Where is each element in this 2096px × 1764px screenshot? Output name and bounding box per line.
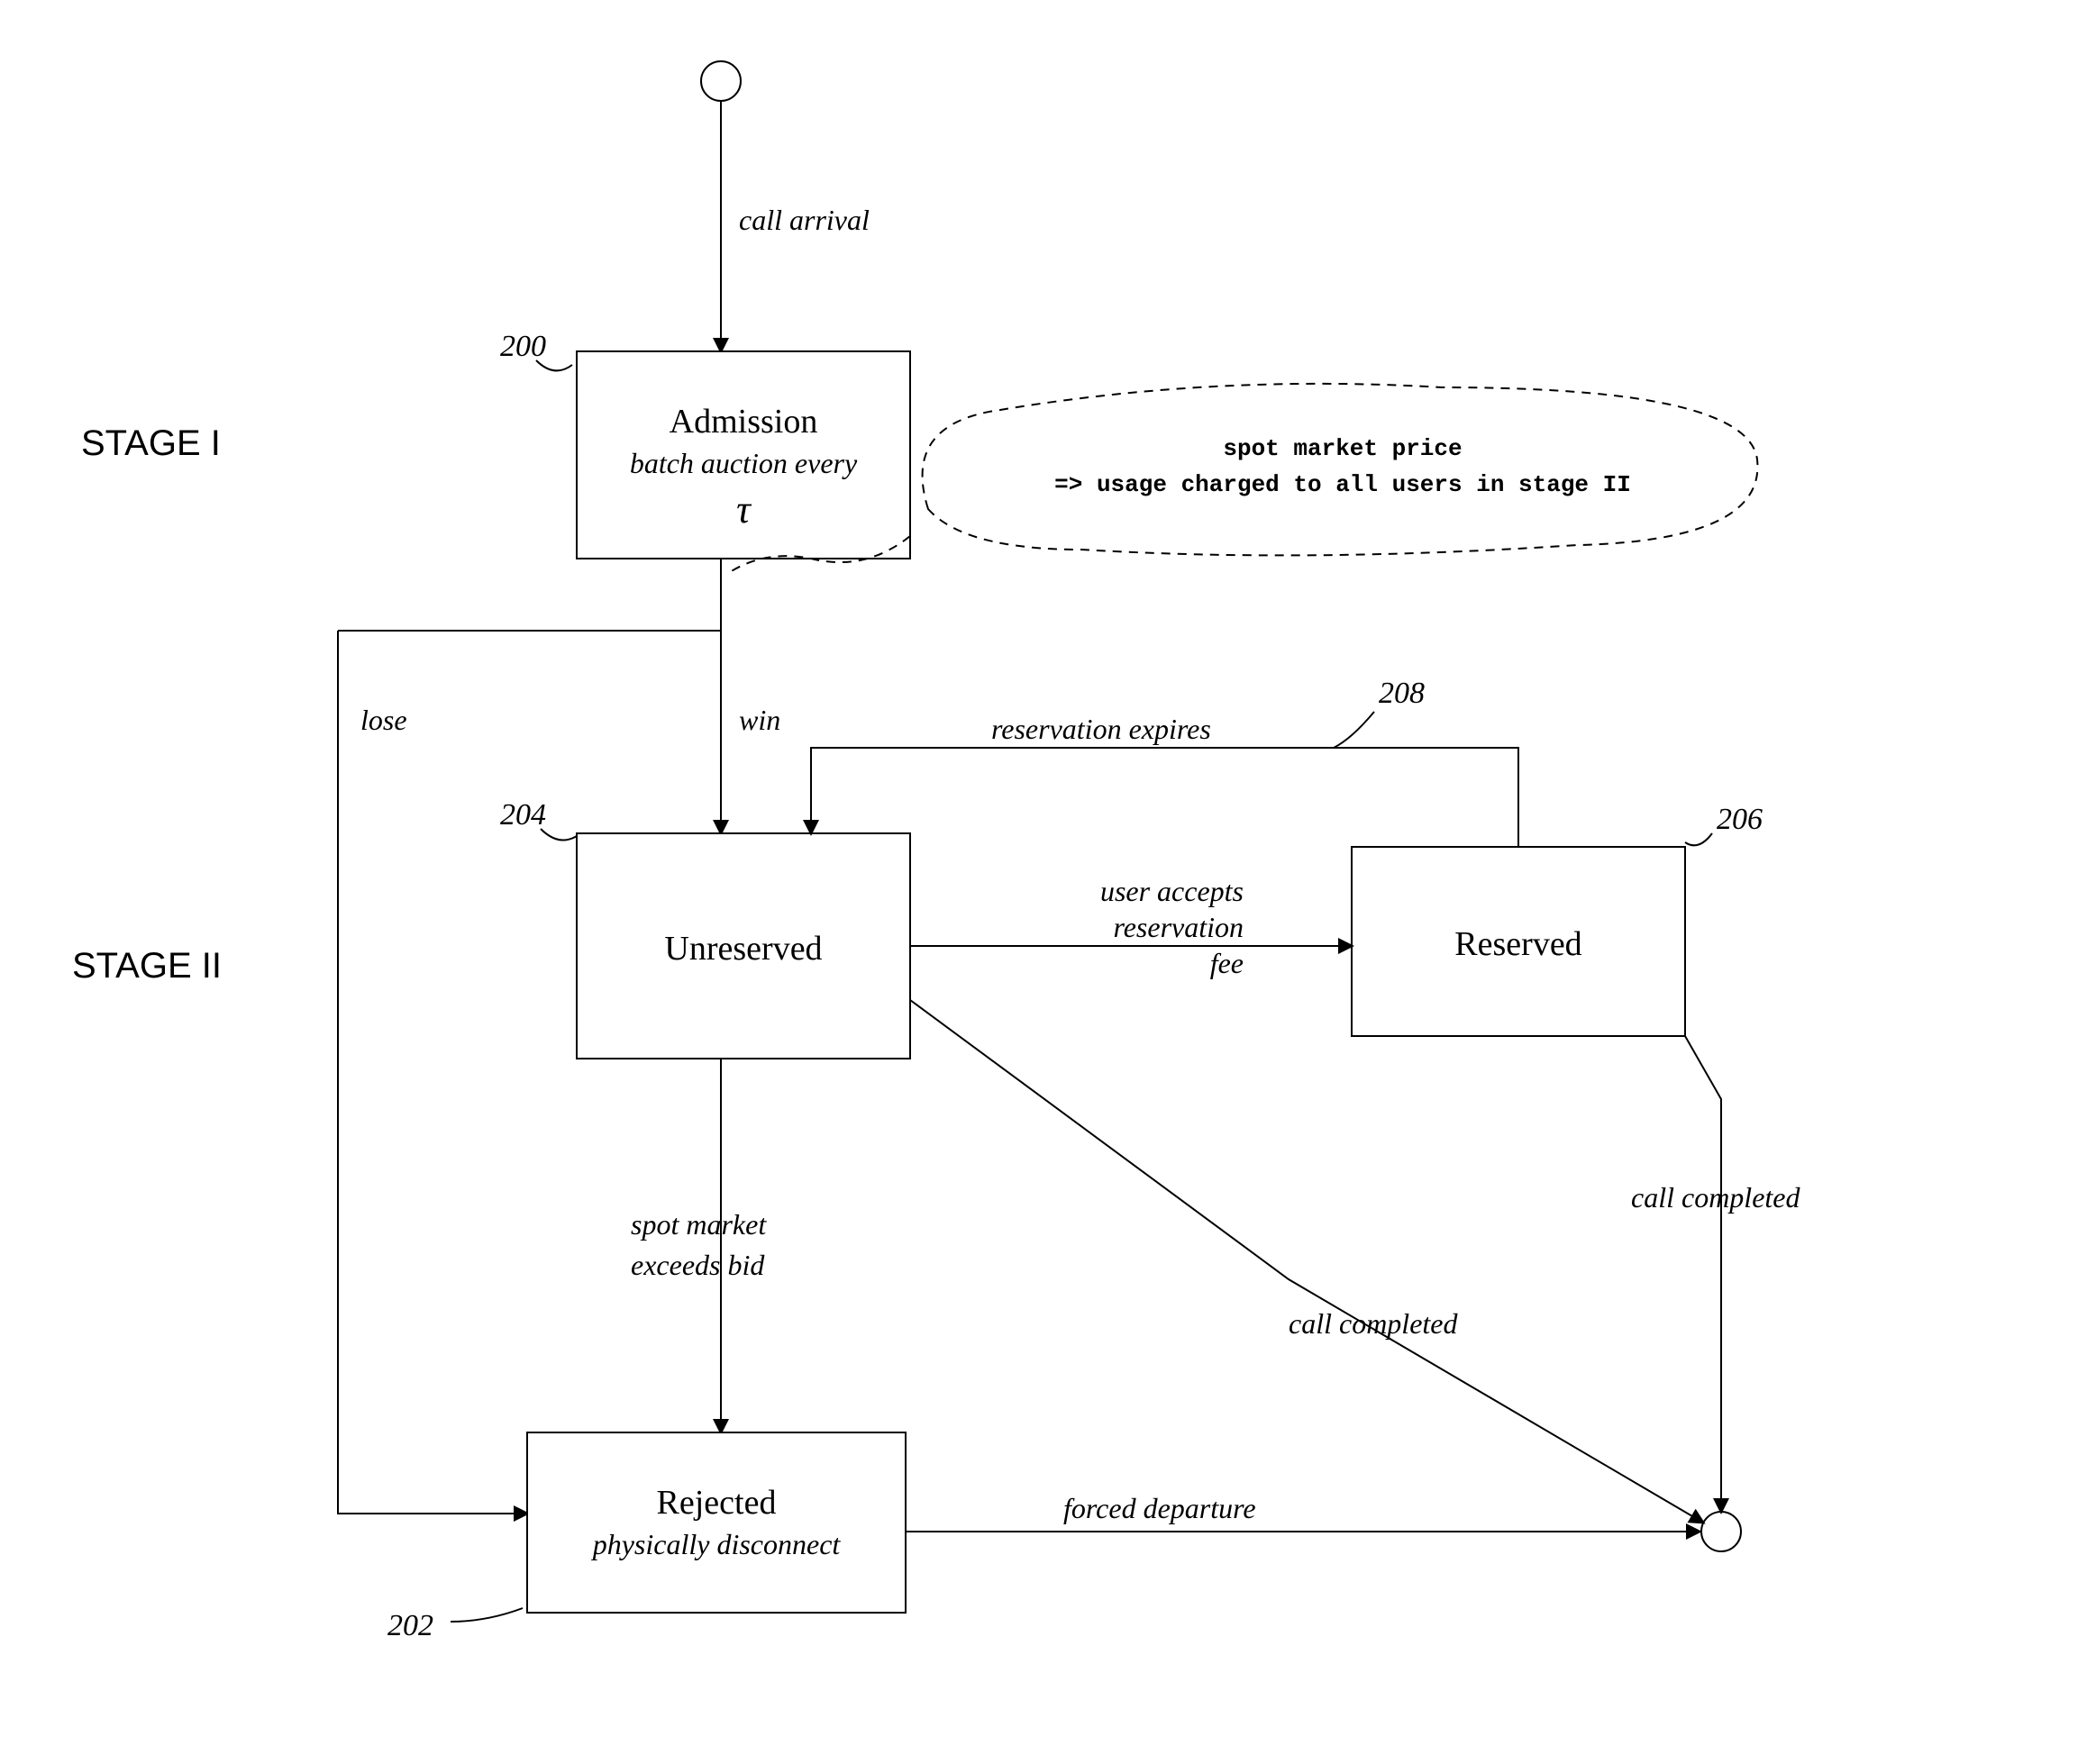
edge-user-accepts-l1: user accepts [1100, 875, 1244, 907]
edge-lose-label: lose [360, 704, 407, 736]
edge-spot-l2: exceeds bid [631, 1249, 765, 1281]
node-admission-title: Admission [670, 403, 818, 441]
edge-forced-departure-label: forced departure [1063, 1492, 1256, 1524]
edge-win-label: win [739, 704, 780, 736]
ref-208: 208 [1379, 677, 1425, 710]
edge-reservation-expires [811, 748, 1518, 847]
ref-204: 204 [500, 798, 546, 832]
ref-202-hook [451, 1608, 523, 1622]
ref-204-hook [541, 829, 577, 841]
stage-2-label: STAGE II [72, 946, 222, 986]
tau-icon: τ [736, 487, 752, 532]
edge-call-completed-un [910, 1000, 1703, 1523]
start-node [701, 61, 741, 101]
callout-line2: => usage charged to all users in stage I… [1054, 471, 1631, 498]
node-reserved-title: Reserved [1454, 925, 1581, 963]
callout-bubble [923, 384, 1758, 556]
ref-206-hook [1685, 833, 1712, 845]
edge-user-accepts-l3: fee [1210, 947, 1244, 979]
node-rejected-sub: physically disconnect [591, 1528, 842, 1560]
node-admission-subtitle: batch auction every [630, 447, 858, 479]
end-node [1701, 1512, 1741, 1551]
callout-line1: spot market price [1223, 435, 1462, 462]
edge-call-arrival-label: call arrival [739, 204, 870, 236]
edge-call-completed-res [1685, 1036, 1721, 1512]
ref-208-hook [1334, 712, 1374, 748]
edge-spot-l1: spot market [631, 1208, 767, 1241]
node-rejected [527, 1432, 906, 1613]
node-rejected-title: Rejected [657, 1484, 777, 1522]
stage-1-label: STAGE I [81, 423, 221, 463]
edge-user-accepts-l2: reservation [1113, 911, 1244, 943]
edge-reservation-expires-label: reservation expires [991, 713, 1211, 745]
edge-call-completed-res-label: call completed [1631, 1181, 1800, 1214]
flowchart-canvas: STAGE I STAGE II call arrival Admission … [0, 0, 2096, 1764]
ref-200: 200 [500, 330, 546, 363]
edge-call-completed-un-label: call completed [1289, 1307, 1458, 1340]
ref-206: 206 [1717, 803, 1763, 836]
ref-202: 202 [387, 1609, 433, 1642]
node-unreserved-title: Unreserved [664, 930, 822, 968]
edge-lose [338, 631, 527, 1514]
